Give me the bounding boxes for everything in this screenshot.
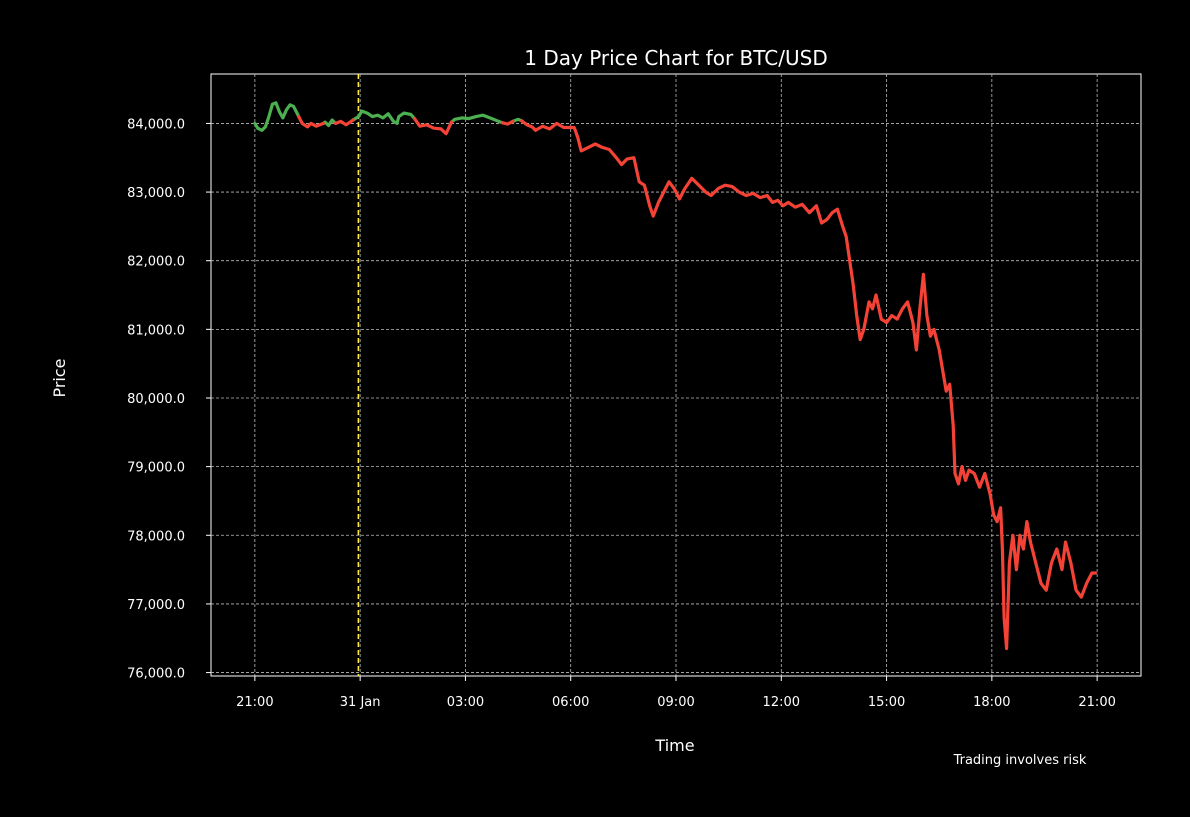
chart-title: 1 Day Price Chart for BTC/USD [524, 46, 827, 70]
y-tick-label: 81,000.0 [127, 323, 185, 338]
x-tick-label: 21:00 [236, 695, 273, 710]
y-tick-label: 83,000.0 [127, 186, 185, 201]
x-tick-label: 31 Jan [340, 695, 381, 710]
x-tick-label: 03:00 [447, 695, 484, 710]
risk-disclaimer: Trading involves risk [953, 753, 1087, 768]
x-tick-label: 15:00 [868, 695, 905, 710]
y-tick-label: 84,000.0 [127, 117, 185, 132]
y-tick-label: 77,000.0 [127, 598, 185, 613]
y-tick-label: 82,000.0 [127, 255, 185, 270]
x-tick-label: 06:00 [552, 695, 589, 710]
y-tick-label: 78,000.0 [127, 529, 185, 544]
x-tick-label: 12:00 [763, 695, 800, 710]
x-tick-label: 18:00 [973, 695, 1010, 710]
x-tick-label: 21:00 [1078, 695, 1115, 710]
x-axis-label: Time [654, 736, 694, 755]
y-axis-ticks: 76,000.0 77,000.0 78,000.0 79,000.0 80,000.0… [127, 117, 211, 681]
x-axis-ticks: 21:00 31 Jan 03:00 06:00 09:00 12:00 15:00 18:0… [236, 676, 1116, 710]
y-tick-label: 79,000.0 [127, 461, 185, 476]
y-axis-label: Price [50, 358, 69, 397]
y-tick-label: 76,000.0 [127, 667, 185, 682]
x-tick-label: 09:00 [657, 695, 694, 710]
y-tick-label: 80,000.0 [127, 392, 185, 407]
